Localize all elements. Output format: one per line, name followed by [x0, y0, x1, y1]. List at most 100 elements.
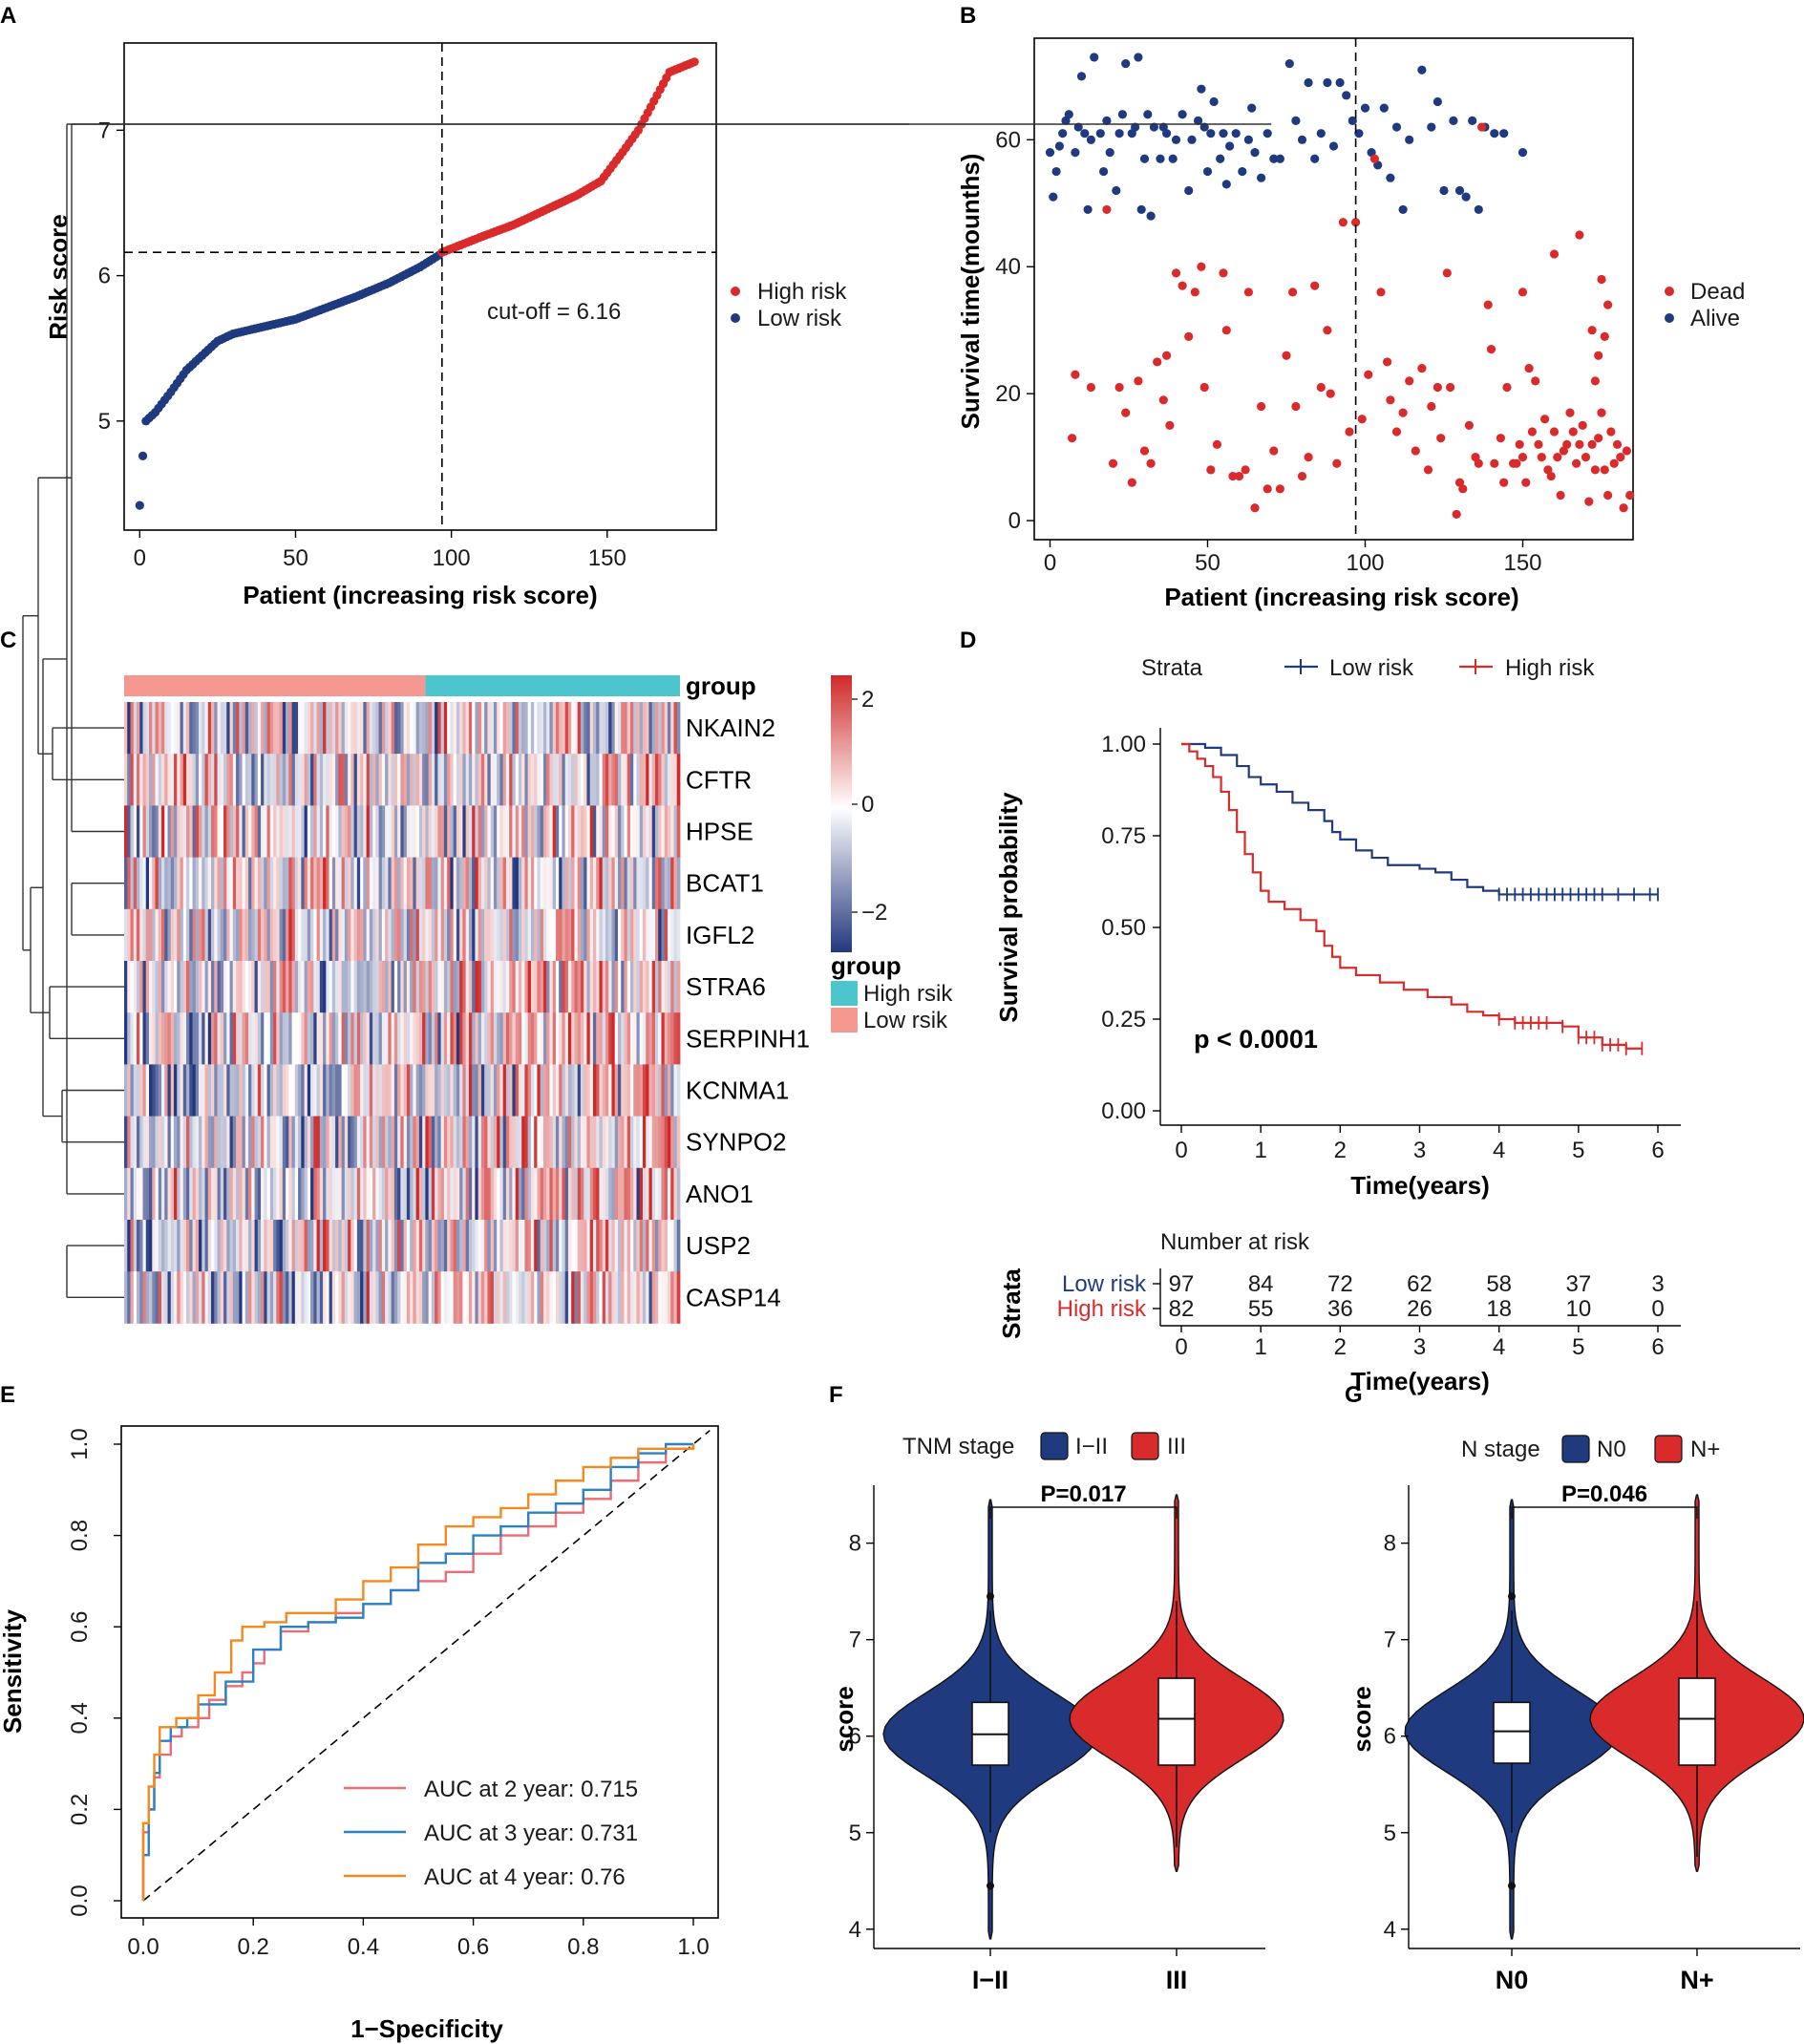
heatmap-cell [180, 1116, 184, 1169]
heatmap-cell [273, 908, 277, 962]
heatmap-cell [642, 857, 647, 910]
heatmap-cell [450, 1116, 455, 1169]
heatmap-cell [323, 857, 327, 910]
heatmap-cell [636, 961, 641, 1013]
heatmap-cell [552, 1271, 557, 1324]
heatmap-cell [589, 754, 594, 806]
heatmap-cell [356, 1271, 361, 1324]
alive-point [1449, 116, 1458, 125]
heatmap-cell [155, 754, 159, 806]
heatmap-cell [664, 908, 669, 962]
heatmap-cell [279, 1220, 284, 1272]
heatmap-cell [375, 754, 380, 806]
heatmap-cell [524, 754, 529, 806]
heatmap-cell [472, 1271, 476, 1324]
heatmap-cell [170, 1167, 175, 1221]
heatmap-cell [291, 702, 296, 755]
heatmap-cell [654, 1012, 659, 1065]
heatmap-cell [335, 805, 339, 858]
heatmap-cell [276, 1167, 280, 1221]
heatmap-cell [415, 1167, 420, 1221]
heatmap-cell [440, 1064, 445, 1117]
heatmap-cell [505, 1167, 510, 1221]
heatmap-cell [133, 1220, 138, 1272]
heatmap-cell [406, 1167, 411, 1221]
heatmap-cell [611, 1116, 616, 1169]
heatmap-cell [149, 805, 153, 858]
heatmap-cell [537, 1220, 541, 1272]
heatmap-cell [310, 961, 314, 1013]
heatmap-cell [459, 805, 463, 858]
heatmap-cell [571, 908, 575, 962]
alive-point [1417, 65, 1427, 75]
heatmap-cell [391, 1220, 395, 1272]
heatmap-cell [490, 908, 495, 962]
heatmap-cell [307, 1167, 311, 1221]
heatmap-cell [413, 1220, 417, 1272]
dead-point [1483, 300, 1493, 309]
heatmap-cell [381, 1167, 386, 1221]
heatmap-cell [468, 1064, 473, 1117]
heatmap-cell [406, 961, 411, 1013]
heatmap-cell [475, 754, 479, 806]
heatmap-cell [552, 1012, 557, 1065]
heatmap-cell [211, 1012, 215, 1065]
heatmap-cell [232, 805, 237, 858]
heatmap-cell [527, 1012, 532, 1065]
heatmap-cell [388, 1220, 393, 1272]
dead-point [1502, 382, 1512, 393]
heatmap-cell [580, 1271, 584, 1324]
heatmap-cell [512, 702, 517, 755]
heatmap-cell [139, 857, 143, 910]
heatmap-cell [192, 1116, 197, 1169]
heatmap-cell [642, 702, 647, 755]
heatmap-cell [192, 1012, 197, 1065]
dead-point [1134, 376, 1143, 386]
heatmap-cell [450, 754, 455, 806]
heatmap-cell [546, 1064, 550, 1117]
heatmap-cell [273, 961, 277, 1013]
heatmap-cell [257, 908, 262, 962]
panel-a-cutoff-annotation: cut-off = 6.16 [487, 299, 621, 325]
heatmap-cell [574, 1012, 579, 1065]
alive-point [1474, 204, 1483, 215]
heatmap-cell [534, 1064, 538, 1117]
heatmap-cell [142, 1220, 147, 1272]
heatmap-cell [316, 857, 321, 910]
heatmap-cell [139, 961, 143, 1013]
heatmap-cell [571, 857, 575, 910]
heatmap-cell [189, 754, 193, 806]
heatmap-cell [217, 754, 222, 806]
heatmap-cell [257, 1012, 262, 1065]
heatmap-cell [527, 1220, 532, 1272]
dead-point [1162, 351, 1172, 360]
heatmap-cell [161, 1012, 165, 1065]
heatmap-cell [580, 805, 584, 858]
heatmap-cell [549, 908, 554, 962]
heatmap-cell [524, 805, 529, 858]
heatmap-cell [459, 754, 463, 806]
heatmap-cell [344, 1064, 349, 1117]
heatmap-cell [248, 1271, 252, 1324]
heatmap-cell [480, 1064, 485, 1117]
heatmap-cell [629, 1012, 634, 1065]
heatmap-cell [223, 1064, 227, 1117]
alive-point [1323, 77, 1332, 88]
heatmap-cell [596, 857, 600, 910]
heatmap-cell [435, 1064, 438, 1117]
heatmap-cell [223, 1220, 227, 1272]
gene-label: STRA6 [686, 972, 766, 1001]
heatmap-cell [335, 908, 339, 962]
heatmap-cell [372, 805, 376, 858]
heatmap-cell [580, 857, 584, 910]
dead-point [1184, 331, 1194, 341]
alive-point [1517, 148, 1528, 158]
heatmap-cell [564, 754, 569, 806]
x-tick-label: 0 [1175, 1138, 1187, 1163]
heatmap-cell [437, 1116, 442, 1169]
heatmap-cell [174, 908, 178, 962]
heatmap-cell [465, 1064, 470, 1117]
heatmap-cell [254, 1167, 259, 1221]
heatmap-cell [378, 1064, 383, 1117]
